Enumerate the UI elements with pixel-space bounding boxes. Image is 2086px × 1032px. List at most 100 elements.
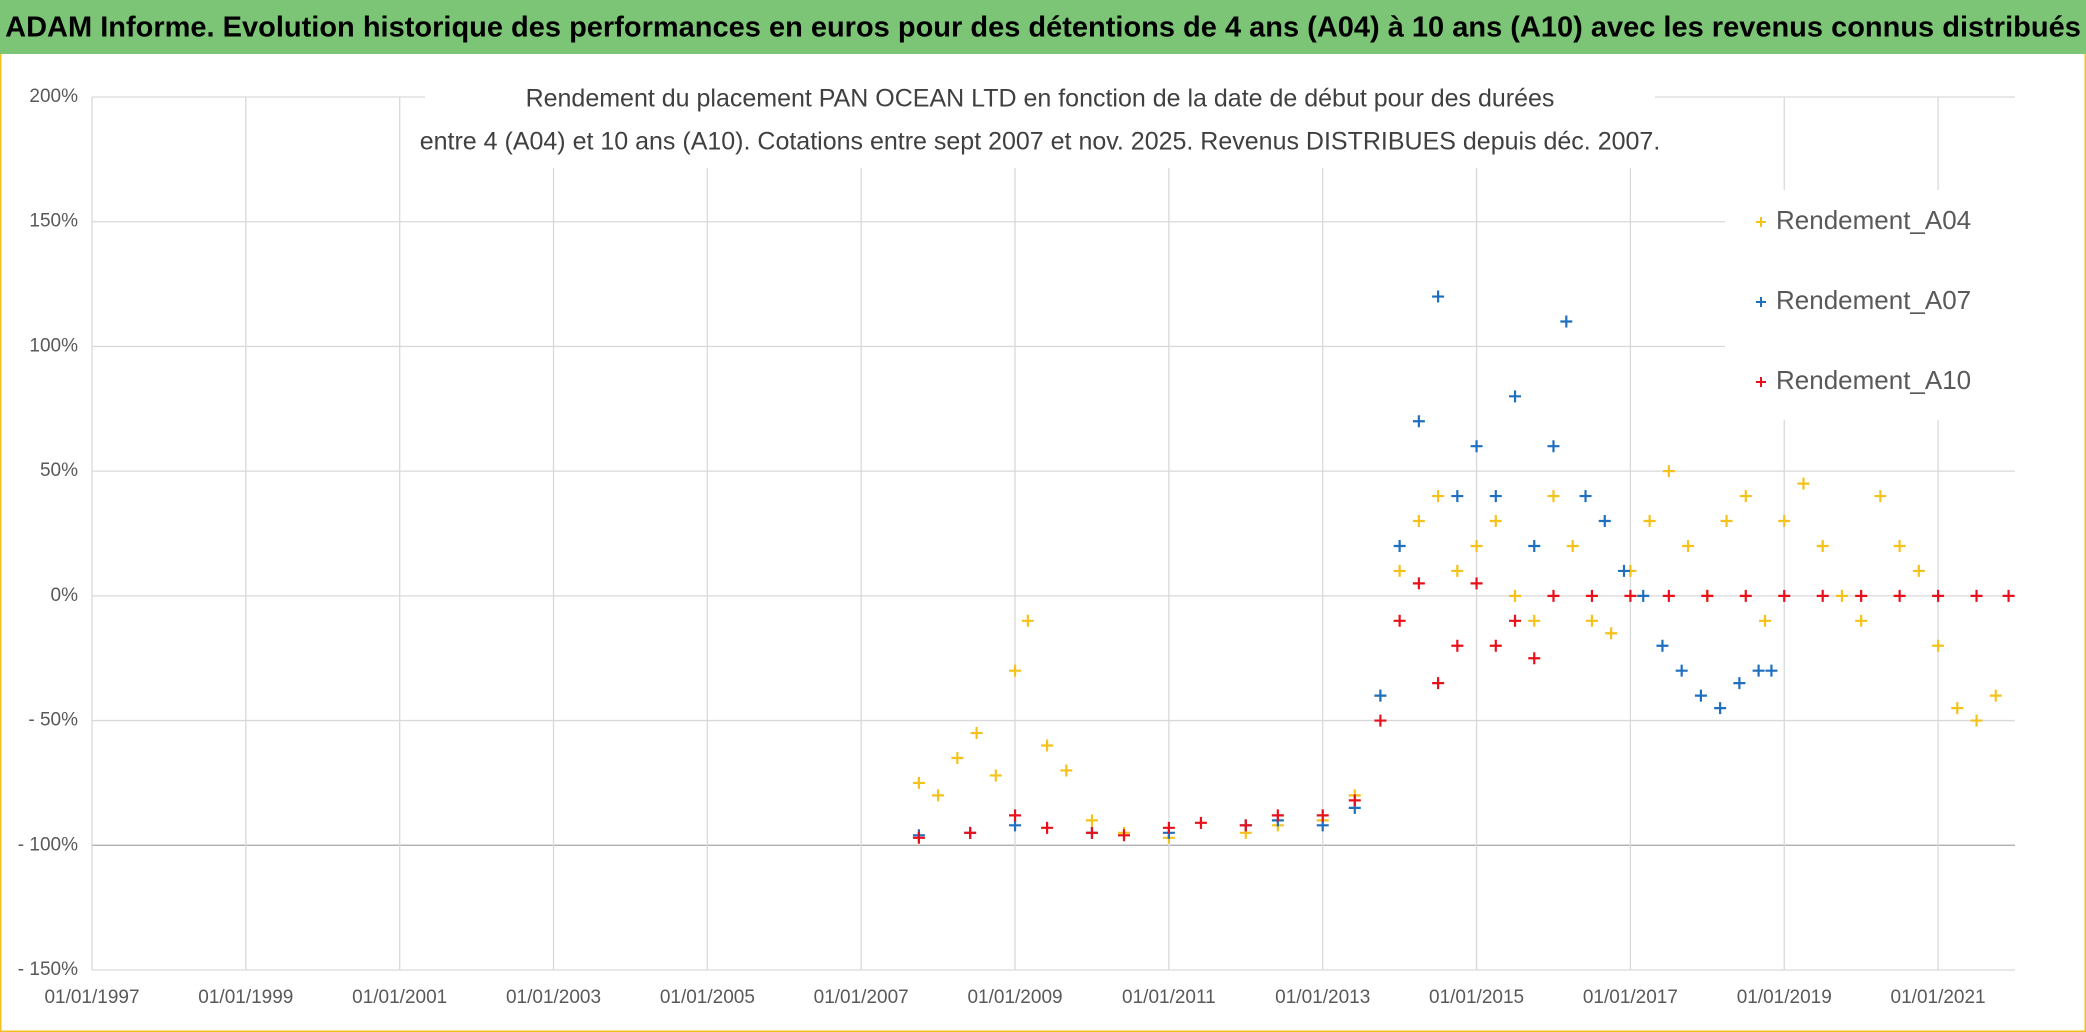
- point: [1733, 677, 1746, 690]
- point: [1682, 539, 1695, 552]
- point: [964, 826, 977, 839]
- legend-marker: [1756, 217, 1766, 227]
- point: [1701, 589, 1714, 602]
- point: [1509, 390, 1522, 403]
- point: [1085, 826, 1098, 839]
- point: [1912, 564, 1925, 577]
- point: [1528, 652, 1541, 665]
- x-tick-label: 01/01/2001: [352, 987, 447, 1008]
- point: [1560, 315, 1573, 328]
- point: [1009, 664, 1022, 677]
- legend-label: Rendement_A04: [1776, 205, 1971, 235]
- point: [1739, 490, 1752, 503]
- point: [1643, 515, 1656, 528]
- point: [1739, 589, 1752, 602]
- point: [1598, 515, 1611, 528]
- legend-label: Rendement_A07: [1776, 285, 1971, 315]
- point: [1547, 440, 1560, 453]
- point: [1970, 589, 1983, 602]
- banner: [0, 0, 2086, 54]
- point: [1489, 490, 1502, 503]
- point: [970, 727, 983, 740]
- point: [1348, 794, 1361, 807]
- point: [1547, 490, 1560, 503]
- point: [1451, 639, 1464, 652]
- x-tick-label: 01/01/2009: [967, 987, 1062, 1008]
- point: [1041, 739, 1054, 752]
- point: [1579, 490, 1592, 503]
- x-tick-label: 01/01/2003: [506, 987, 601, 1008]
- point: [1041, 821, 1054, 834]
- point: [1675, 664, 1688, 677]
- point: [1855, 614, 1868, 627]
- point: [1855, 589, 1868, 602]
- point: [1528, 539, 1541, 552]
- point: [1432, 490, 1445, 503]
- point: [912, 776, 925, 789]
- point: [1932, 589, 1945, 602]
- point: [1470, 539, 1483, 552]
- point: [1374, 689, 1387, 702]
- point: [1624, 589, 1637, 602]
- point: [1509, 614, 1522, 627]
- point: [1412, 415, 1425, 428]
- point: [1470, 577, 1483, 590]
- point: [1694, 689, 1707, 702]
- point: [1617, 564, 1630, 577]
- point: [1605, 627, 1618, 640]
- point: [1393, 539, 1406, 552]
- x-tick-label: 01/01/2013: [1275, 987, 1370, 1008]
- point: [1951, 702, 1964, 715]
- point: [1874, 490, 1887, 503]
- point: [1412, 577, 1425, 590]
- point: [1271, 809, 1284, 822]
- x-tick-label: 01/01/2015: [1429, 987, 1524, 1008]
- point: [1637, 589, 1650, 602]
- point: [1374, 714, 1387, 727]
- x-tick-label: 01/01/2005: [660, 987, 755, 1008]
- x-tick-label: 01/01/2017: [1583, 987, 1678, 1008]
- point: [1662, 589, 1675, 602]
- x-tick-label: 01/01/2019: [1737, 987, 1832, 1008]
- point: [1162, 821, 1175, 834]
- point: [951, 751, 964, 764]
- y-tick-label: 0%: [51, 585, 79, 606]
- point: [1778, 589, 1791, 602]
- point: [1489, 639, 1502, 652]
- point: [1778, 515, 1791, 528]
- point: [1989, 689, 2002, 702]
- point: [1451, 490, 1464, 503]
- point: [1118, 829, 1131, 842]
- point: [1816, 589, 1829, 602]
- point: [1656, 639, 1669, 652]
- legend-marker: [1756, 377, 1766, 387]
- point: [1714, 702, 1727, 715]
- point: [1194, 816, 1207, 829]
- point: [932, 789, 945, 802]
- point: [1585, 589, 1598, 602]
- legend-label: Rendement_A10: [1776, 365, 1971, 395]
- point: [1835, 589, 1848, 602]
- point: [1585, 614, 1598, 627]
- y-tick-label: - 150%: [18, 959, 78, 980]
- point: [1893, 539, 1906, 552]
- point: [1451, 564, 1464, 577]
- point: [1432, 677, 1445, 690]
- point: [1547, 589, 1560, 602]
- point: [1752, 664, 1765, 677]
- point: [1316, 809, 1329, 822]
- series: [912, 465, 2002, 844]
- point: [1797, 477, 1810, 490]
- chart-title: Rendement du placement PAN OCEAN LTD en …: [526, 85, 1555, 113]
- legend-marker: [1756, 297, 1766, 307]
- point: [1509, 589, 1522, 602]
- point: [1021, 614, 1034, 627]
- point: [1009, 809, 1022, 822]
- y-tick-label: - 100%: [18, 834, 78, 855]
- point: [1566, 539, 1579, 552]
- point: [912, 831, 925, 844]
- point: [989, 769, 1002, 782]
- x-tick-label: 01/01/1997: [44, 987, 139, 1008]
